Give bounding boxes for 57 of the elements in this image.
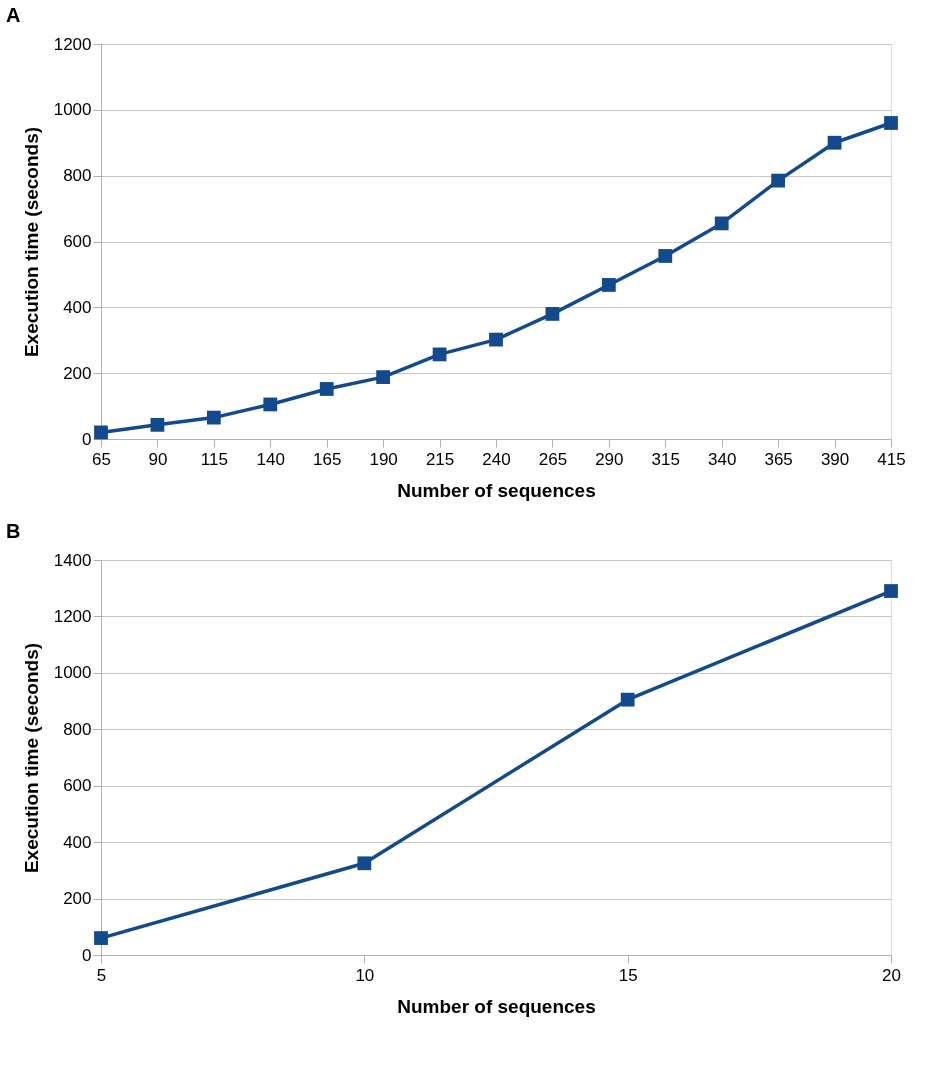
x-tick-label: 215	[425, 449, 455, 469]
y-tick-label: 800	[63, 166, 92, 186]
x-tick-label: 5	[96, 965, 107, 985]
chart-title: A	[6, 4, 21, 26]
y-tick-label: 400	[63, 297, 92, 317]
y-tick-label: 0	[82, 945, 92, 965]
y-tick-label: 1200	[53, 34, 92, 54]
x-tick-label: 415	[877, 449, 906, 469]
point	[206, 410, 221, 425]
x-tick-label: 240	[482, 449, 511, 469]
x-tick-label: 90	[148, 449, 168, 469]
y-tick-label: 800	[63, 719, 92, 739]
x-tick-label: 290	[595, 449, 624, 469]
point	[94, 931, 108, 945]
y-tick-label: 200	[63, 889, 92, 909]
point	[884, 584, 898, 598]
point	[771, 173, 786, 188]
y-tick-label: 0	[82, 429, 92, 449]
chart-title: B	[6, 520, 21, 542]
y-tick-label: 1000	[53, 100, 92, 120]
point	[489, 332, 503, 347]
x-tick-label: 10	[355, 965, 375, 985]
x-tick-label: 65	[92, 449, 111, 469]
y-axis-title: Execution time (seconds)	[20, 642, 42, 874]
x-tick-label: 20	[882, 965, 901, 985]
x-axis-title: Number of sequences	[397, 995, 596, 1017]
y-tick-label: 600	[63, 232, 92, 251]
y-tick-label: 400	[63, 832, 92, 852]
point	[827, 135, 842, 150]
point	[263, 397, 278, 412]
y-tick-label: 1000	[53, 663, 92, 683]
x-tick-label: 190	[369, 449, 398, 469]
y-tick-label: 1400	[53, 550, 92, 570]
x-tick-label: 140	[256, 449, 285, 469]
x-tick-label: 265	[538, 449, 568, 469]
x-tick-label: 365	[764, 449, 793, 469]
point	[545, 307, 560, 321]
y-axis-title: Execution time (seconds)	[20, 126, 42, 358]
point	[714, 216, 729, 231]
x-tick-label: 115	[200, 449, 228, 469]
point	[884, 116, 898, 130]
point	[658, 249, 673, 263]
x-axis-title: Number of sequences	[397, 479, 596, 501]
x-tick-label: 340	[708, 449, 737, 469]
point	[150, 417, 165, 432]
y-tick-label: 200	[63, 363, 92, 383]
x-tick-label: 390	[820, 449, 850, 469]
point	[376, 370, 391, 385]
point	[620, 692, 635, 707]
point	[319, 382, 334, 396]
y-tick-label: 1200	[53, 606, 92, 626]
point	[357, 856, 372, 871]
x-tick-label: 165	[313, 449, 342, 469]
x-tick-label: 315	[651, 449, 680, 469]
x-tick-label: 15	[618, 965, 638, 985]
point	[601, 278, 616, 292]
y-tick-label: 600	[63, 776, 92, 796]
